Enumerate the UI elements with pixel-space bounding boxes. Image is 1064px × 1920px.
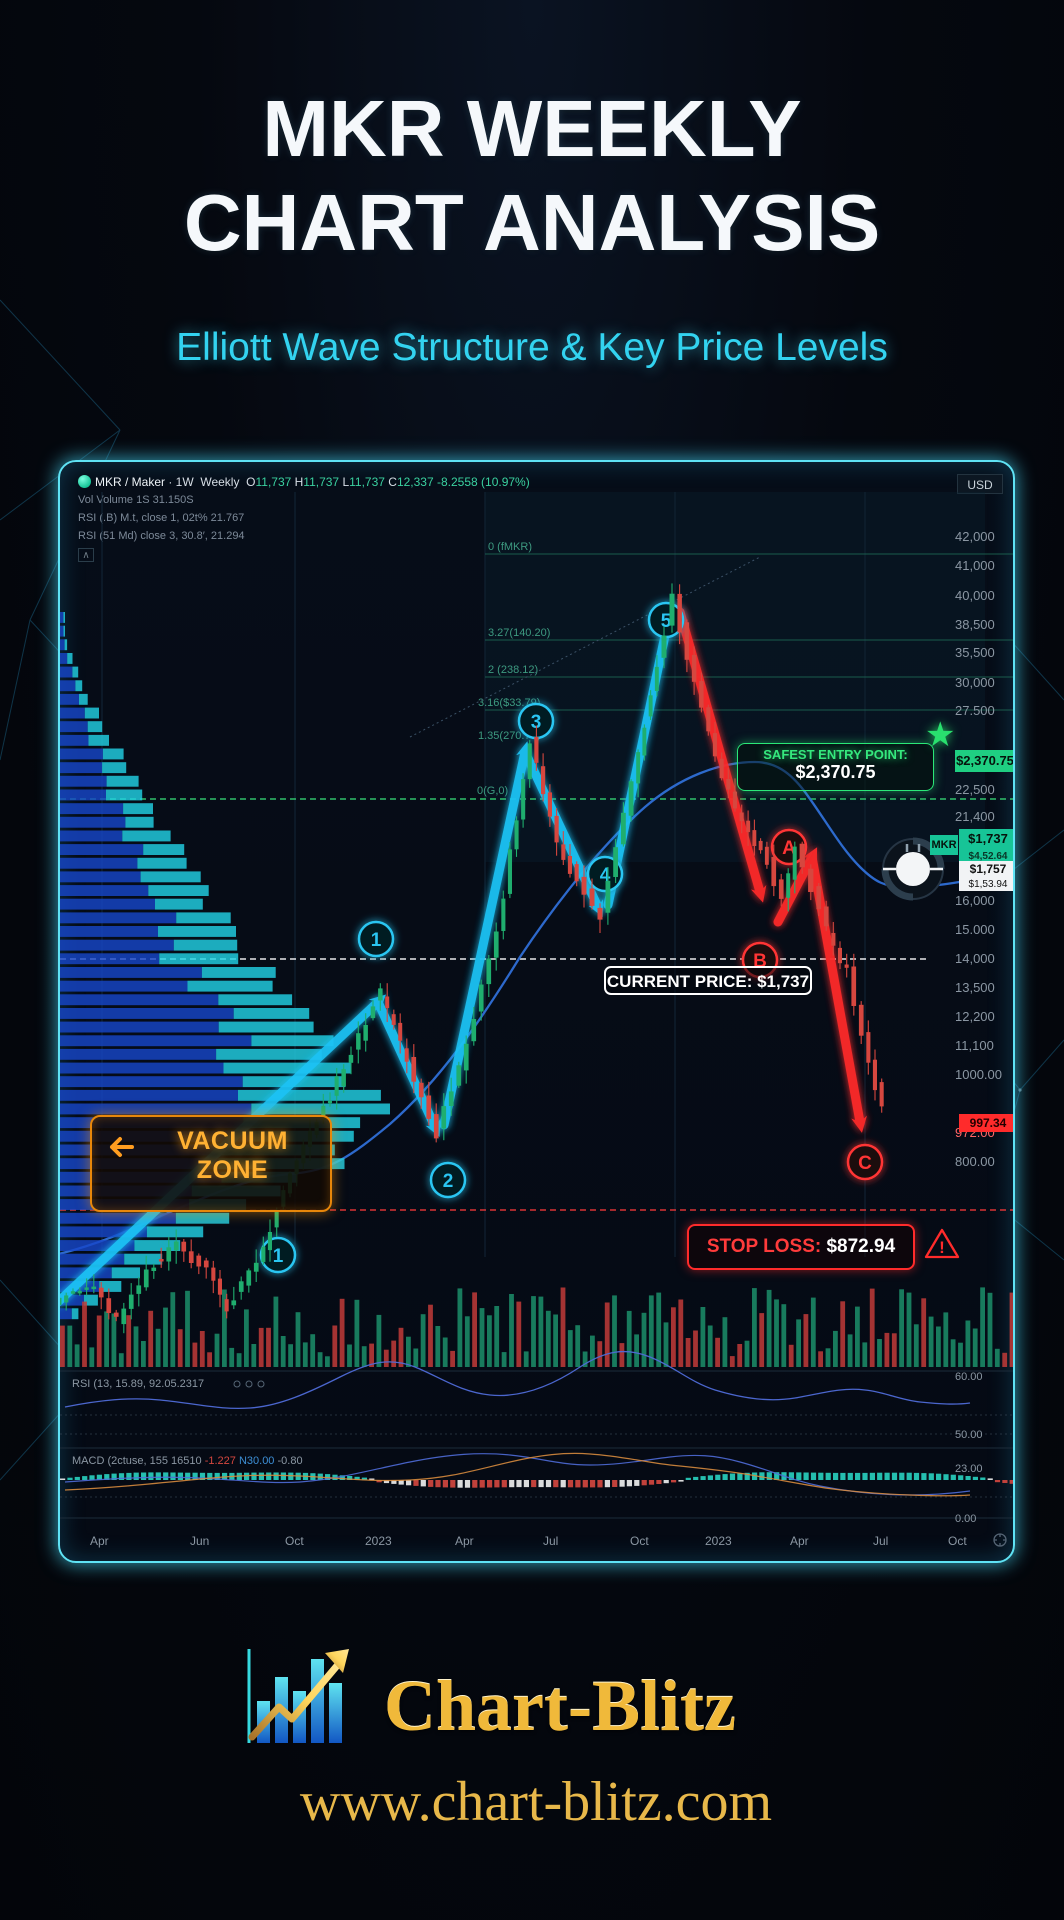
svg-text:Apr: Apr <box>90 1534 109 1548</box>
svg-text:60.00: 60.00 <box>955 1371 983 1383</box>
svg-text:50.00: 50.00 <box>955 1429 983 1441</box>
svg-text:2 (238.12): 2 (238.12) <box>488 664 538 676</box>
svg-text:Jul: Jul <box>873 1534 888 1548</box>
svg-text:1: 1 <box>273 1246 284 1267</box>
svg-text:Oct: Oct <box>285 1534 304 1548</box>
svg-text:Oct: Oct <box>948 1534 967 1548</box>
svg-text:1: 1 <box>371 930 382 951</box>
svg-text:23.00: 23.00 <box>955 1463 983 1475</box>
svg-text:Jun: Jun <box>190 1534 209 1548</box>
svg-text:2023: 2023 <box>705 1534 732 1548</box>
svg-text:!: ! <box>939 1238 945 1257</box>
svg-text:MACD (2ctuse, 155 16510 -1.227: MACD (2ctuse, 155 16510 -1.227 N30.00 -0… <box>72 1455 303 1467</box>
svg-text:2: 2 <box>443 1171 454 1192</box>
svg-text:Oct: Oct <box>630 1534 649 1548</box>
svg-text:Jul: Jul <box>543 1534 558 1548</box>
svg-text:Apr: Apr <box>455 1534 474 1548</box>
svg-text:0(G,0): 0(G,0) <box>477 785 508 797</box>
svg-text:0 (fMKR): 0 (fMKR) <box>488 541 532 553</box>
svg-text:C: C <box>858 1153 872 1174</box>
svg-text:2023: 2023 <box>365 1534 392 1548</box>
svg-text:RSI (13, 15.89, 92.05.2317: RSI (13, 15.89, 92.05.2317 <box>72 1378 204 1390</box>
svg-text:3.27(140.20): 3.27(140.20) <box>488 627 550 639</box>
svg-text:Apr: Apr <box>790 1534 809 1548</box>
svg-text:0.00: 0.00 <box>955 1513 976 1525</box>
